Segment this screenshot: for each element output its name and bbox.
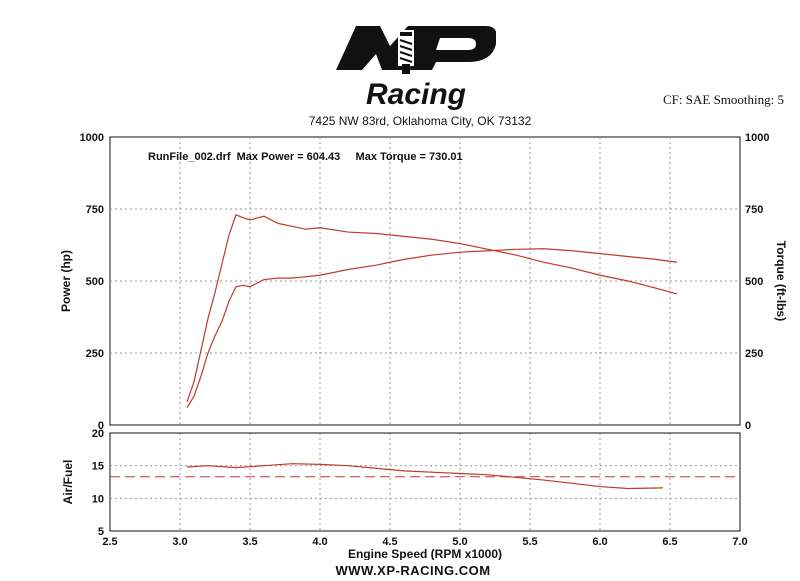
website-url: WWW.XP-RACING.COM xyxy=(335,563,491,578)
air-fuel-curve xyxy=(186,463,664,490)
rpm-tick-label: 6.5 xyxy=(662,536,677,548)
power-tick-label: 250 xyxy=(86,348,104,360)
bottom-panel-frame xyxy=(109,432,741,532)
run-annotation: RunFile_002.drf Max Power = 604.43 Max T… xyxy=(148,151,463,163)
dyno-chart: 0 250 500 750 1000 0 250 500 750 1000 5 10 15 20 2.5 3… xyxy=(59,132,788,560)
torque-tick-label: 750 xyxy=(745,204,763,216)
power-tick-label: 500 xyxy=(86,276,104,288)
power-tick-label: 750 xyxy=(86,204,104,216)
rpm-tick-label: 3.5 xyxy=(242,536,257,548)
address: 7425 NW 83rd, Oklahoma City, OK 73132 xyxy=(308,114,532,128)
torque-tick-label: 0 xyxy=(745,420,751,432)
rpm-tick-label: 6.0 xyxy=(592,536,607,548)
logo-script: Racing xyxy=(366,78,466,111)
rpm-tick-label: 4.0 xyxy=(312,536,327,548)
air-fuel-tick-label: 15 xyxy=(92,461,104,473)
air-fuel-axis-label: Air/Fuel xyxy=(61,460,75,505)
power-axis-label: Power (hp) xyxy=(59,250,73,312)
air-fuel-tick-label: 10 xyxy=(92,493,104,505)
air-fuel-tick-label: 5 xyxy=(98,526,104,538)
power-tick-label: 1000 xyxy=(80,132,104,144)
air-fuel-panel: 5 10 15 20 2.5 3.0 3.5 4.0 4.5 5.0 5.5 6.0 6.5 7.0 xyxy=(92,428,748,548)
air-fuel-tick-label: 20 xyxy=(92,428,104,440)
torque-tick-label: 500 xyxy=(745,276,763,288)
rpm-tick-label: 7.0 xyxy=(732,536,747,548)
rpm-tick-label: 2.5 xyxy=(102,536,117,548)
rpm-tick-label: 4.5 xyxy=(382,536,397,548)
chart-settings: CF: SAE Smoothing: 5 xyxy=(663,92,784,107)
torque-axis-label: Torque (ft-lbs) xyxy=(774,241,788,321)
engine-speed-axis-label: Engine Speed (RPM x1000) xyxy=(348,547,502,560)
torque-tick-label: 250 xyxy=(745,348,763,360)
xp-racing-logo: Racing xyxy=(336,26,496,111)
rpm-tick-label: 3.0 xyxy=(172,536,187,548)
torque-tick-label: 1000 xyxy=(745,132,769,144)
power-tick-label: 0 xyxy=(98,420,104,432)
power-torque-panel: 0 250 500 750 1000 0 250 500 750 1000 xyxy=(80,132,770,432)
torque-curve xyxy=(186,213,678,403)
rpm-tick-label: 5.0 xyxy=(452,536,467,548)
rpm-tick-label: 5.5 xyxy=(522,536,537,548)
power-curve xyxy=(186,248,678,409)
